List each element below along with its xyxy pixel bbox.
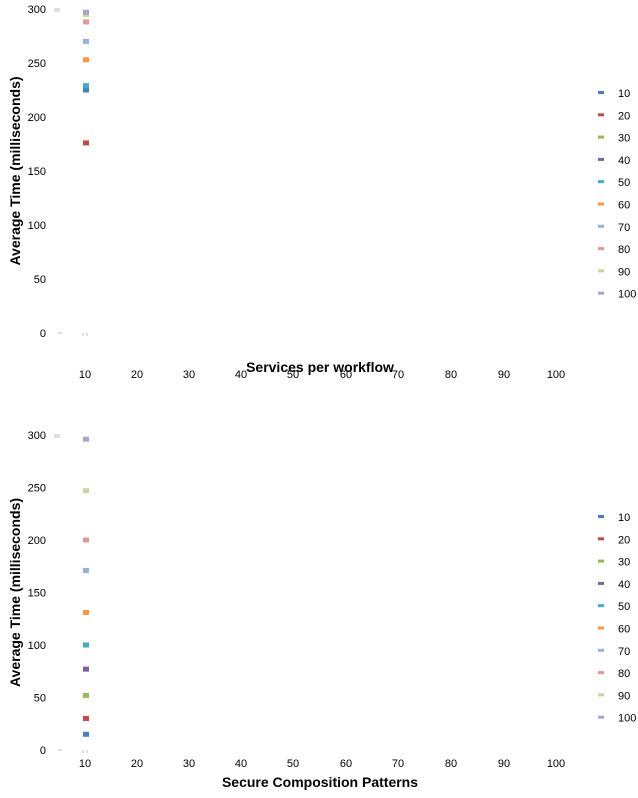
- legend-marker-90: [598, 269, 604, 273]
- data-point-series-20: [83, 140, 89, 146]
- x-axis-title: Services per workflow: [246, 359, 394, 375]
- x-tick-label: 100: [547, 369, 565, 381]
- legend-marker-80: [598, 671, 604, 675]
- legend-marker-10: [598, 91, 604, 94]
- x-tick-label: 90: [498, 369, 510, 381]
- data-point-series-10: [83, 731, 89, 737]
- legend-marker-30: [598, 135, 604, 139]
- data-point-series-60: [83, 609, 89, 615]
- legend-label-100: 100: [618, 713, 636, 725]
- y-tick-label: 300: [28, 4, 46, 16]
- legend-label-90: 90: [618, 690, 630, 702]
- legend-marker-70: [598, 224, 604, 228]
- x-tick-label: 50: [287, 369, 299, 381]
- y-tick-label: 250: [28, 58, 46, 70]
- legend-label-10: 10: [618, 512, 630, 524]
- x-tick-label: 60: [340, 369, 352, 381]
- chart-services: 0 50 100 150 200 250 300 10 20 30 40 50 60 70 80 90 100 S…: [7, 4, 636, 381]
- legend-label-60: 60: [618, 200, 630, 212]
- chart-patterns: 0 50 100 150 200 250 300 10 20 30 40 50 60 70 80 90 100 S…: [7, 430, 636, 790]
- legend-marker-80: [598, 247, 604, 251]
- x-tick-label: 10: [79, 758, 91, 770]
- x-tick-label: 10: [79, 369, 91, 381]
- legend-marker-50: [598, 604, 604, 608]
- legend-label-50: 50: [618, 177, 630, 189]
- legend-marker-10: [598, 515, 604, 518]
- y-tick-label: 100: [28, 640, 46, 652]
- data-point-series-50: [83, 83, 89, 89]
- data-point-series-10: [83, 87, 89, 93]
- x-tick-label: 20: [131, 369, 143, 381]
- y-axis-title: Average Time (milliseconds): [7, 76, 23, 265]
- legend-marker-60: [598, 202, 604, 206]
- x-tick-label: 40: [235, 758, 247, 770]
- legend-label-100: 100: [618, 289, 636, 301]
- x-tick-label: 60: [340, 758, 352, 770]
- legend-label-20: 20: [618, 534, 630, 546]
- legend-marker-60: [598, 626, 604, 630]
- legend-marker-90: [598, 693, 604, 697]
- x-tick-label: 70: [392, 369, 404, 381]
- y-tick-label: 150: [28, 166, 46, 178]
- x-tick-label: 50: [287, 758, 299, 770]
- legend-marker-40: [598, 157, 604, 161]
- data-point-series-30: [83, 692, 89, 698]
- legend-marker-100: [598, 715, 604, 719]
- data-point-series-40: [83, 666, 89, 672]
- data-point-series-70: [83, 567, 89, 573]
- data-point-series-100: [83, 9, 89, 15]
- data-point-series-70: [83, 38, 89, 44]
- x-tick-label: 40: [235, 369, 247, 381]
- legend-marker-20: [598, 537, 604, 541]
- y-tick-label: 250: [28, 483, 46, 495]
- legend-label-90: 90: [618, 266, 630, 278]
- x-tick-label: 80: [445, 369, 457, 381]
- legend-label-70: 70: [618, 222, 630, 234]
- y-tick-label: 200: [28, 535, 46, 547]
- legend-label-50: 50: [618, 601, 630, 613]
- legend-label-30: 30: [618, 133, 630, 145]
- legend-marker-20: [598, 113, 604, 117]
- y-tick-label: 150: [28, 588, 46, 600]
- legend-label-80: 80: [618, 244, 630, 256]
- legend-marker-50: [598, 180, 604, 184]
- x-tick-label: 100: [547, 758, 565, 770]
- x-tick-label: 70: [392, 758, 404, 770]
- legend-marker-40: [598, 581, 604, 585]
- y-tick-label: 0: [40, 745, 46, 757]
- data-point-series-100: [83, 436, 89, 442]
- x-axis-title: Secure Composition Patterns: [222, 774, 418, 790]
- data-point-series-20: [83, 716, 89, 721]
- data-point-series-80: [83, 537, 89, 543]
- legend-label-80: 80: [618, 668, 630, 680]
- x-tick-label: 90: [498, 758, 510, 770]
- legend-label-40: 40: [618, 579, 630, 591]
- legend-label-30: 30: [618, 557, 630, 569]
- data-point-series-60: [83, 57, 89, 63]
- y-axis-title: Average Time (milliseconds): [7, 498, 23, 687]
- x-tick-label: 80: [445, 758, 457, 770]
- legend-label-40: 40: [618, 155, 630, 167]
- data-point-series-80: [83, 19, 89, 25]
- legend-label-20: 20: [618, 110, 630, 122]
- y-tick-label: 0: [40, 328, 46, 340]
- data-point-series-90: [83, 488, 89, 494]
- legend-label-70: 70: [618, 646, 630, 658]
- y-tick-label: 50: [34, 693, 46, 705]
- y-tick-label: 300: [28, 430, 46, 442]
- data-point-series-50: [83, 642, 89, 648]
- y-tick-label: 200: [28, 112, 46, 124]
- x-tick-label: 30: [183, 369, 195, 381]
- x-tick-label: 20: [131, 758, 143, 770]
- legend-marker-30: [598, 559, 604, 563]
- legend-marker-100: [598, 291, 604, 295]
- x-tick-label: 30: [183, 758, 195, 770]
- y-tick-label: 100: [28, 220, 46, 232]
- legend-marker-70: [598, 648, 604, 652]
- y-tick-label: 50: [34, 274, 46, 286]
- legend-label-10: 10: [618, 88, 630, 100]
- legend-label-60: 60: [618, 624, 630, 636]
